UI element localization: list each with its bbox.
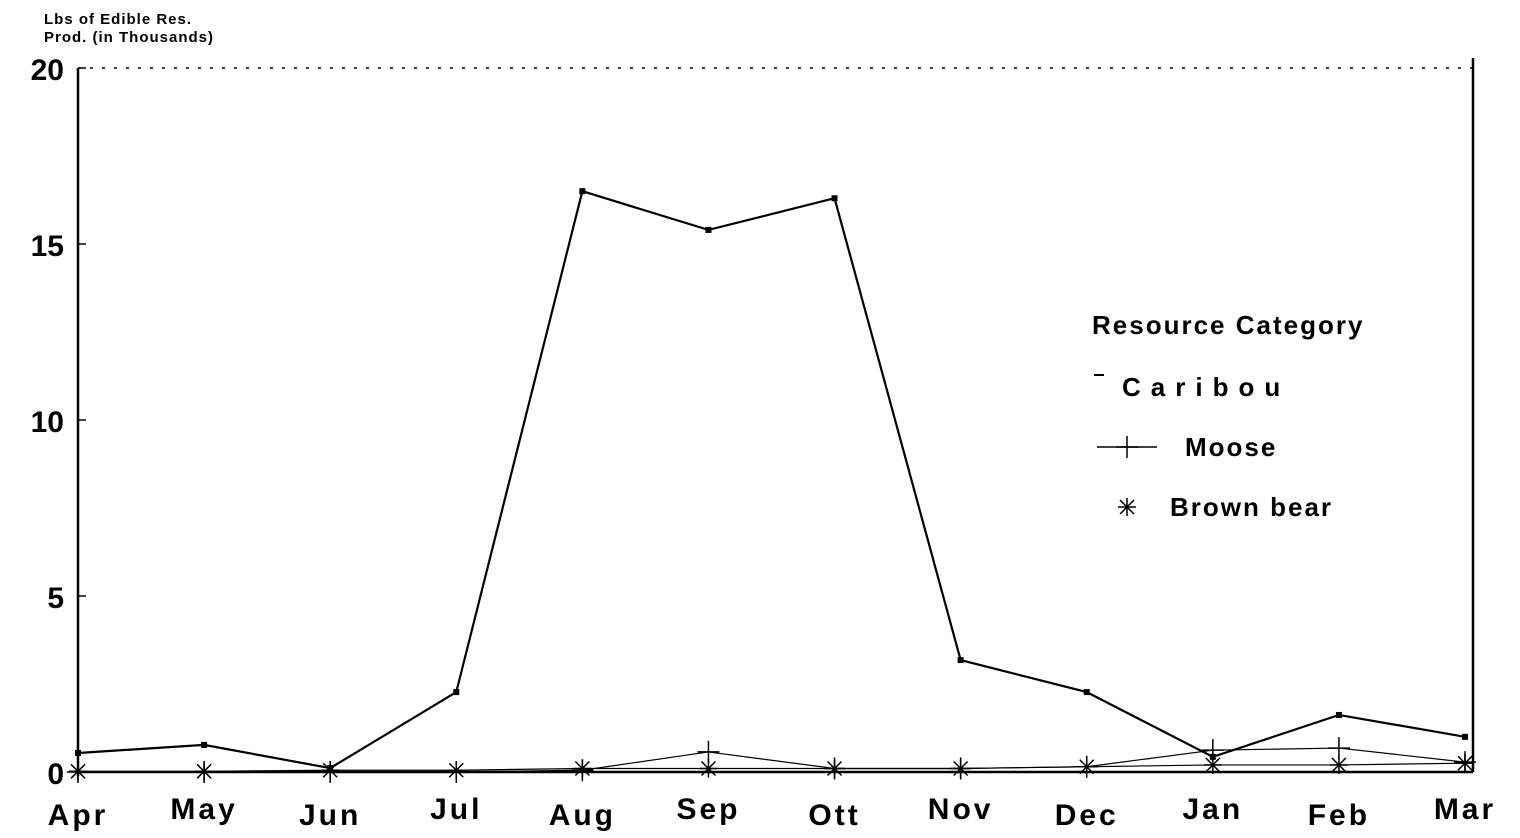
marker	[1083, 689, 1090, 696]
x-tick-label: Dec	[1055, 799, 1119, 832]
y-tick-label: 15	[31, 230, 64, 263]
legend-label: Caribou	[1122, 372, 1290, 402]
marker	[957, 657, 964, 664]
marker	[699, 759, 718, 778]
x-tick-label: Sep	[676, 793, 740, 826]
marker	[705, 226, 712, 233]
y-axis-label: Lbs of Edible Res.	[44, 11, 192, 28]
marker	[1456, 754, 1474, 773]
marker	[579, 188, 586, 195]
marker	[697, 740, 720, 763]
marker	[1077, 757, 1096, 776]
marker	[453, 689, 460, 696]
marker	[195, 762, 214, 781]
series-line	[78, 747, 1466, 773]
marker	[1327, 737, 1350, 760]
x-tick-label: Ott	[808, 799, 860, 832]
legend-title: Resource Category	[1092, 310, 1364, 340]
marker	[1462, 733, 1468, 740]
marker	[573, 759, 592, 778]
y-tick-label: 20	[31, 54, 64, 87]
x-tick-label: Nov	[928, 793, 994, 826]
legend-label: Brown bear	[1170, 492, 1333, 522]
marker	[69, 762, 87, 781]
x-tick-label: May	[170, 793, 237, 826]
marker	[1118, 498, 1136, 516]
marker	[1203, 755, 1222, 774]
y-axis-label: Prod. (in Thousands)	[44, 29, 214, 46]
marker	[1335, 711, 1342, 718]
marker	[447, 761, 466, 780]
x-tick-label: Jan	[1182, 793, 1243, 826]
x-tick-label: Apr	[48, 799, 109, 832]
series-line	[77, 189, 1466, 770]
x-tick-label: Feb	[1308, 799, 1370, 832]
marker	[201, 741, 208, 748]
y-tick-label: 0	[47, 758, 64, 791]
marker	[75, 749, 81, 756]
x-tick-label: Aug	[549, 799, 616, 832]
y-tick-label: 5	[47, 582, 64, 615]
x-tick-label: Jul	[430, 793, 482, 826]
marker	[825, 759, 844, 778]
y-tick-label: 10	[31, 406, 64, 439]
x-tick-label: Jun	[299, 799, 361, 832]
x-tick-label: Mar	[1434, 793, 1496, 826]
legend-label: Moose	[1185, 432, 1277, 462]
series-line	[78, 762, 1466, 772]
marker	[831, 195, 838, 202]
marker	[951, 759, 970, 778]
marker	[1329, 755, 1348, 774]
marker	[321, 761, 340, 780]
